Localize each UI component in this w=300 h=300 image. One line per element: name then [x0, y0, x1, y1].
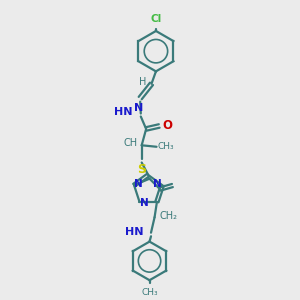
- Text: N: N: [134, 179, 143, 189]
- Text: Cl: Cl: [150, 14, 162, 24]
- Text: CH₃: CH₃: [141, 288, 158, 297]
- Text: HN: HN: [114, 107, 133, 117]
- Text: HN: HN: [125, 226, 144, 236]
- Text: N: N: [153, 179, 162, 189]
- Text: N: N: [140, 198, 148, 208]
- Text: N: N: [134, 103, 143, 112]
- Text: H: H: [139, 77, 146, 87]
- Text: S: S: [137, 163, 146, 176]
- Text: O: O: [163, 119, 172, 133]
- Text: CH₂: CH₂: [159, 211, 177, 221]
- Text: CH: CH: [123, 138, 137, 148]
- Text: CH₃: CH₃: [158, 142, 174, 151]
